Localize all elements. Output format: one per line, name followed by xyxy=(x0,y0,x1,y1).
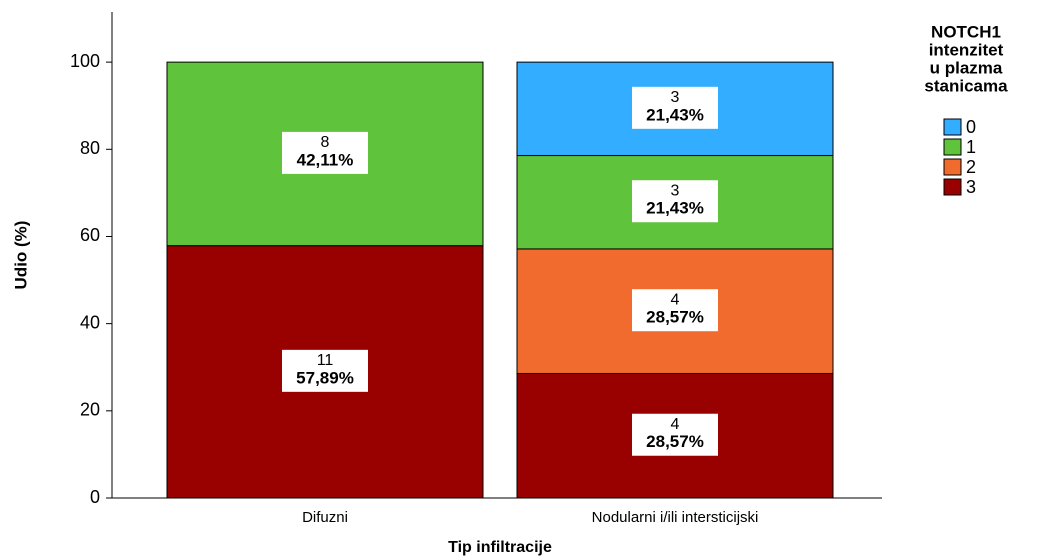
legend-label: 3 xyxy=(966,177,976,197)
label-box xyxy=(282,349,368,392)
legend-label: 2 xyxy=(966,157,976,177)
legend-label: 0 xyxy=(966,117,976,137)
label-box xyxy=(282,131,368,174)
label-box xyxy=(632,86,718,129)
legend-title: intenzitet xyxy=(929,40,1004,59)
count-label: 4 xyxy=(671,291,680,308)
value-label: 28,57% xyxy=(646,308,704,327)
y-tick-label: 100 xyxy=(70,51,100,71)
legend-title: stanicama xyxy=(924,76,1008,95)
y-tick-label: 0 xyxy=(90,487,100,507)
value-label: 21,43% xyxy=(646,105,704,124)
legend-swatch xyxy=(943,138,962,156)
legend-swatch xyxy=(943,158,962,176)
x-tick-label: Nodularni i/ili intersticijski xyxy=(592,509,759,526)
count-label: 3 xyxy=(671,89,680,106)
y-axis-label: Udio (%) xyxy=(11,221,30,290)
x-axis-label: Tip infiltracije xyxy=(448,539,552,556)
legend-label: 1 xyxy=(966,137,976,157)
bar-segment xyxy=(516,61,834,157)
label-box xyxy=(632,413,718,456)
legend-title: NOTCH1 xyxy=(931,22,1001,41)
legend-swatch xyxy=(943,178,962,196)
label-box xyxy=(632,289,718,332)
count-label: 11 xyxy=(317,352,334,369)
count-label: 8 xyxy=(321,134,330,151)
legend-title: u plazma xyxy=(930,58,1003,77)
count-label: 4 xyxy=(671,416,680,433)
y-tick-label: 20 xyxy=(80,400,100,420)
y-tick-label: 40 xyxy=(80,312,100,332)
value-label: 42,11% xyxy=(297,150,354,169)
legend-swatch xyxy=(943,118,962,136)
y-tick-label: 60 xyxy=(80,225,100,245)
count-label: 3 xyxy=(671,182,680,199)
value-label: 28,57% xyxy=(646,432,704,451)
x-tick-label: Difuzni xyxy=(302,509,348,526)
value-label: 57,89% xyxy=(296,368,354,387)
label-box xyxy=(632,180,718,223)
y-tick-label: 80 xyxy=(80,138,100,158)
value-label: 21,43% xyxy=(646,199,704,218)
